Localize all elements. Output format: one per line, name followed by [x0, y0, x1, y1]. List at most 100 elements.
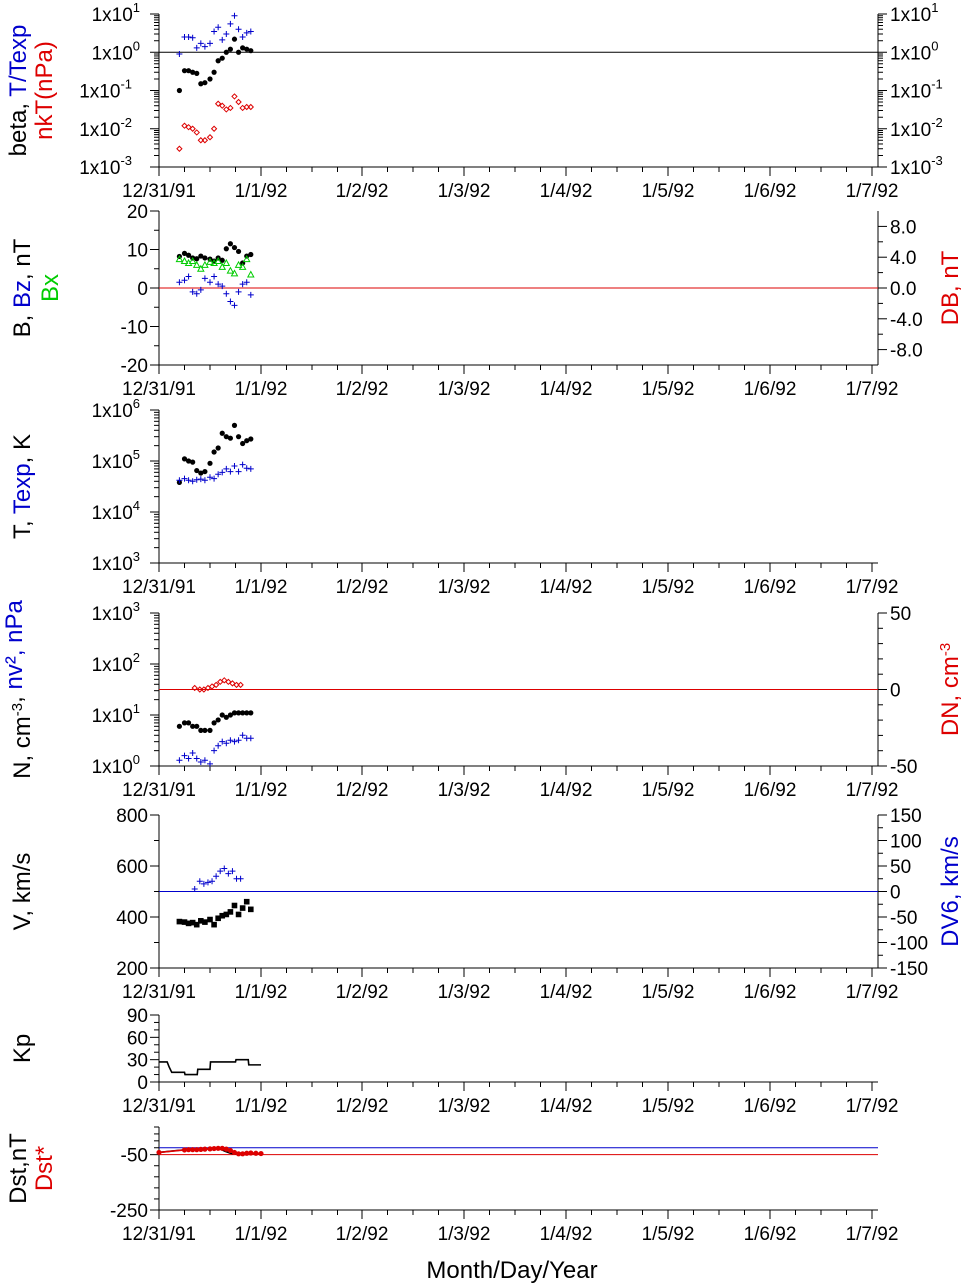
- temp-series-1: [176, 461, 254, 485]
- data-point: [215, 471, 222, 478]
- mag-series-1: [176, 273, 254, 309]
- data-point: [185, 920, 192, 927]
- data-point: [198, 918, 204, 924]
- data-point: [193, 290, 200, 297]
- data-point: [223, 49, 229, 55]
- y-tick-label: 0: [137, 1073, 148, 1094]
- beta-axes: 12/31/91 1/1/92 1/2/92 1/3/92 1/4/92 1/5/92 1/…: [79, 0, 943, 202]
- panel-velocity: 12/31/91 1/1/92 1/2/92 1/3/92 1/4/92 1/5/92 1/…: [9, 806, 964, 1003]
- y-tick-label: 1x106: [92, 396, 140, 422]
- data-point: [197, 758, 204, 765]
- data-point: [207, 727, 213, 733]
- data-point: [194, 256, 200, 262]
- y-tick-label: 1x105: [92, 447, 140, 473]
- data-point: [235, 98, 242, 106]
- data-point: [207, 279, 213, 286]
- y-tick-label: 1x101: [92, 701, 140, 727]
- data-point: [246, 270, 255, 278]
- y-axis-label: T, Texp, K: [9, 434, 36, 539]
- data-point: [192, 260, 201, 268]
- data-point: [223, 434, 229, 440]
- data-point: [176, 723, 182, 729]
- data-point: [206, 134, 214, 141]
- data-point: [207, 40, 213, 47]
- data-point: [243, 279, 250, 286]
- data-point: [185, 1147, 192, 1153]
- y-tick-label: -20: [121, 356, 148, 377]
- right-y-tick-label: 4.0: [890, 248, 916, 269]
- right-y-tick-label: -8.0: [890, 341, 923, 362]
- right-y-tick-label: 0.0: [890, 279, 916, 300]
- data-point: [181, 250, 188, 256]
- data-point: [227, 1147, 233, 1154]
- data-point: [197, 476, 204, 483]
- data-point: [190, 723, 196, 729]
- data-point: [238, 262, 247, 270]
- y-tick-label: 10: [127, 241, 148, 262]
- y-tick-label: 600: [116, 857, 148, 878]
- x-tick-label: 12/31/91: [122, 1096, 196, 1117]
- data-point: [189, 125, 196, 132]
- data-point: [225, 678, 232, 686]
- x-tick-label: 1/1/92: [235, 780, 288, 801]
- y-tick-label: 1x102: [92, 650, 140, 676]
- x-tick-label: 1/1/92: [235, 1096, 288, 1117]
- data-point: [181, 919, 188, 925]
- y-tick-label: -10: [121, 318, 148, 339]
- data-point: [231, 902, 238, 909]
- data-point: [215, 58, 221, 64]
- data-point: [176, 918, 183, 925]
- x-tick-label: 1/6/92: [744, 577, 797, 598]
- data-point: [235, 468, 242, 475]
- data-point: [207, 460, 213, 466]
- data-point: [212, 681, 220, 689]
- data-point: [239, 34, 246, 41]
- data-point: [211, 921, 217, 928]
- data-point: [223, 246, 229, 252]
- y-tick-label: 1x10-2: [79, 115, 132, 141]
- data-point: [242, 255, 251, 263]
- density-series-0: [176, 710, 254, 733]
- y-tick-label: 1x10-3: [79, 153, 132, 179]
- x-tick-label: 1/7/92: [846, 982, 899, 1003]
- x-tick-label: 1/2/92: [336, 1224, 389, 1245]
- right-y-tick-label: 50: [890, 604, 911, 625]
- x-tick-label: 1/6/92: [744, 780, 797, 801]
- data-point: [197, 286, 204, 293]
- data-point: [244, 1150, 250, 1156]
- data-point: [226, 266, 235, 274]
- y-tick-label: 1x101: [92, 0, 140, 26]
- data-point: [240, 1151, 246, 1157]
- right-y-tick-label: 1x10-2: [890, 115, 943, 141]
- kp-axes: 12/31/91 1/1/92 1/2/92 1/3/92 1/4/92 1/5/92 1/…: [122, 1006, 898, 1117]
- y-tick-label: 90: [127, 1006, 148, 1027]
- data-point: [235, 710, 242, 716]
- data-point: [227, 241, 233, 247]
- y-tick-label: 0: [137, 279, 148, 300]
- data-point: [231, 12, 238, 19]
- right-y-tick-label: 8.0: [890, 217, 916, 238]
- data-point: [239, 905, 246, 911]
- y-tick-label: 1x100: [92, 38, 140, 64]
- x-tick-label: 1/4/92: [540, 379, 593, 400]
- x-tick-label: 12/31/91: [122, 780, 196, 801]
- data-point: [215, 24, 222, 31]
- x-tick-label: 12/31/91: [122, 379, 196, 400]
- data-point: [201, 137, 209, 144]
- data-point: [229, 868, 236, 875]
- right-y-tick-label: -50: [890, 757, 917, 778]
- data-point: [211, 747, 218, 754]
- y-axis-label: nkT(nPa): [31, 41, 58, 140]
- data-point: [185, 123, 192, 131]
- data-point: [225, 870, 232, 877]
- data-point: [248, 436, 254, 442]
- data-point: [215, 915, 221, 922]
- data-point: [231, 302, 238, 309]
- right-y-tick-label: 0: [890, 681, 901, 702]
- y-axis-label: Dst,nT: [5, 1133, 32, 1204]
- x-tick-label: 1/1/92: [235, 379, 288, 400]
- right-y-tick-label: 1x101: [890, 0, 938, 26]
- x-tick-label: 1/4/92: [540, 1224, 593, 1245]
- right-y-tick-label: 50: [890, 857, 911, 878]
